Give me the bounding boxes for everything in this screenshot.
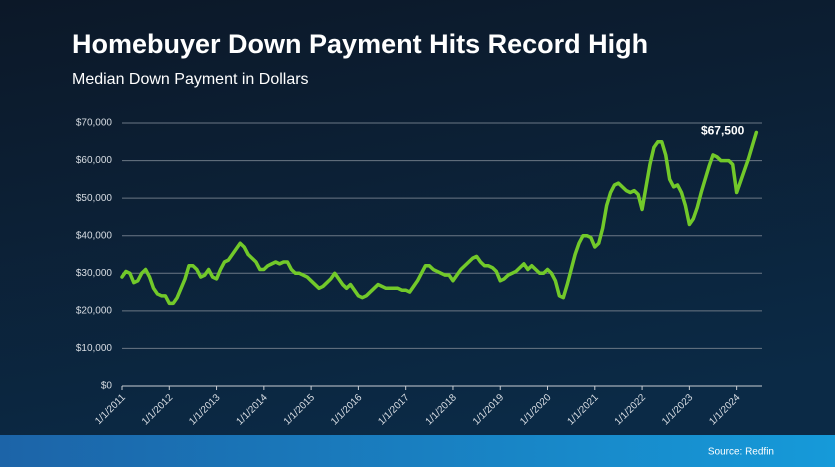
y-tick-label: $20,000 [76,305,113,316]
y-tick-label: $30,000 [76,268,113,279]
y-tick-label: $10,000 [76,343,113,354]
y-tick-label: $50,000 [76,193,113,204]
y-tick-label: $70,000 [76,118,113,129]
y-tick-label: $60,000 [76,155,113,166]
data-label: $67,500 [701,124,745,138]
y-tick-label: $40,000 [76,230,113,241]
y-tick-label: $0 [101,381,113,392]
chart-subtitle: Median Down Payment in Dollars [72,71,309,88]
source: Source: Redfin [708,447,774,458]
chart-title: Homebuyer Down Payment Hits Record High [72,29,648,59]
line [120,130,759,306]
footer-band [0,435,835,467]
